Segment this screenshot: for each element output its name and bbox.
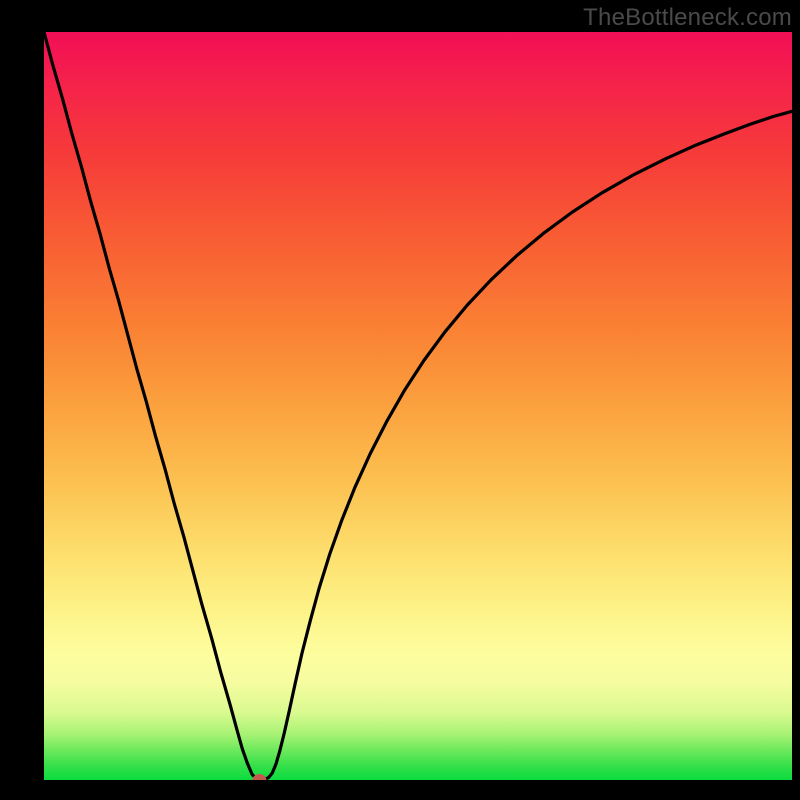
watermark-label: TheBottleneck.com	[583, 4, 792, 32]
chart-frame	[44, 32, 792, 780]
optimal-point-marker	[252, 774, 266, 780]
marker-layer	[44, 32, 792, 780]
chart-stage: TheBottleneck.com	[0, 0, 800, 800]
